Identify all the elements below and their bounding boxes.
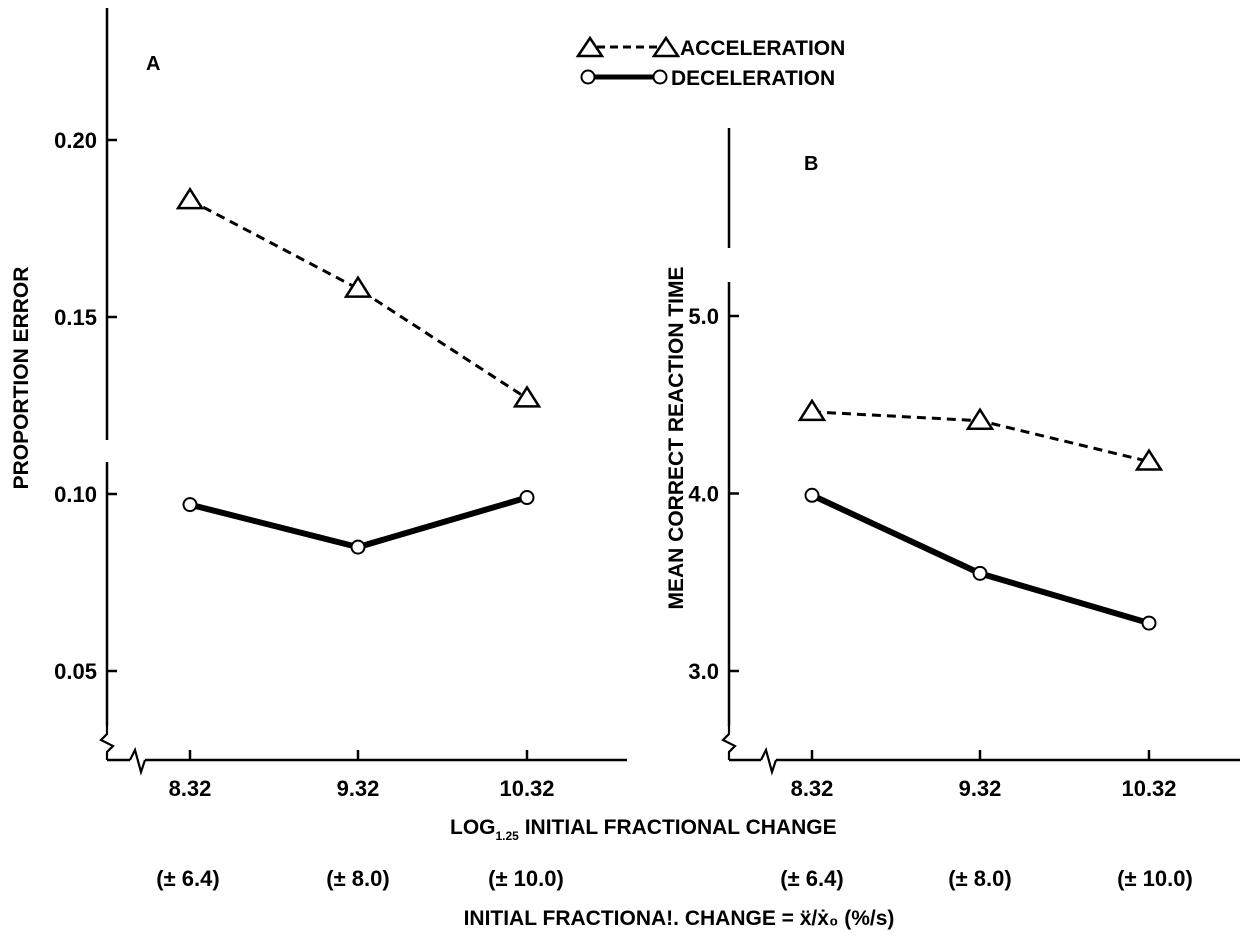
y-tick-label: 5.0: [688, 304, 719, 329]
data-point-triangle: [965, 407, 995, 430]
panel-b: 3.0 4.0 5.0 8.32 9.32 10.32 B MEAN CORRECT REAC…: [665, 128, 1240, 801]
x-tick-label: 8.32: [169, 776, 212, 801]
legend: ACCELERATION DECELERATION: [575, 35, 845, 90]
series-line-deceleration: [810, 492, 1150, 626]
x-tick-label: 10.32: [499, 776, 554, 801]
data-point-triangle: [343, 275, 373, 298]
y-tick-label: 4.0: [688, 482, 719, 507]
x-tick-label: 9.32: [959, 776, 1002, 801]
secondary-x-labels: (± 6.4) (± 8.0) (± 10.0) (± 6.4) (± 8.0) (± 1…: [156, 866, 1193, 891]
secondary-x-label: (± 8.0): [326, 866, 389, 891]
data-point-circle: [182, 497, 198, 513]
data-point-circle: [1141, 615, 1157, 631]
legend-deceleration: DECELERATION: [580, 67, 835, 90]
secondary-x-label: (± 10.0): [488, 866, 564, 891]
x-tick-label: 8.32: [791, 776, 834, 801]
series-line-acceleration: [189, 198, 528, 400]
y-tick-label: 0.20: [54, 128, 97, 153]
y-tick-label: 3.0: [688, 659, 719, 684]
data-point-circle: [804, 487, 820, 503]
panel-label: A: [146, 53, 160, 75]
secondary-x-label: (± 6.4): [156, 866, 219, 891]
y-tick-label: 0.10: [54, 482, 97, 507]
panel-a: 0.05 0.10 0.15 0.20 8.32 9.32 10.32 A PROPORTION…: [10, 8, 627, 801]
y-tick-label: 0.05: [54, 659, 97, 684]
y-tick-label: 0.15: [54, 305, 97, 330]
data-point-circle: [972, 565, 988, 581]
x-axis-break-icon: [129, 746, 147, 776]
data-point-triangle: [512, 385, 542, 408]
triangle-marker-icon: [575, 35, 605, 58]
secondary-x-axis-title: INITIAL FRACTIONA!. CHANGE = ẍ/ẋ₀ (%/s): [464, 907, 895, 930]
y-axis-title: PROPORTION ERROR: [10, 267, 33, 490]
y-axis-break-icon: [721, 726, 737, 760]
circle-marker-icon: [652, 69, 668, 85]
x-tick-label: 9.32: [337, 776, 380, 801]
secondary-x-label: (± 10.0): [1117, 866, 1193, 891]
legend-acceleration: ACCELERATION: [575, 35, 845, 60]
y-axis-break-icon: [99, 726, 115, 760]
legend-label-deceleration: DECELERATION: [671, 67, 835, 90]
data-point-triangle: [797, 398, 827, 422]
secondary-x-label: (± 6.4): [780, 866, 843, 891]
data-point-triangle: [175, 186, 205, 210]
x-axis-title: LOG1.25 INITIAL FRACTIONAL CHANGE: [450, 816, 837, 843]
legend-label-acceleration: ACCELERATION: [680, 37, 845, 60]
data-point-triangle: [1134, 448, 1164, 471]
secondary-x-label: (± 8.0): [948, 866, 1011, 891]
data-point-circle: [350, 539, 366, 555]
circle-marker-icon: [580, 69, 596, 85]
x-tick-label: 10.32: [1121, 776, 1176, 801]
triangle-marker-icon: [651, 35, 681, 58]
panel-label: B: [804, 153, 818, 175]
y-axis-title: MEAN CORRECT REACTION TIME: [665, 267, 688, 610]
data-point-circle: [519, 490, 535, 506]
x-axis-break-icon: [760, 746, 778, 776]
